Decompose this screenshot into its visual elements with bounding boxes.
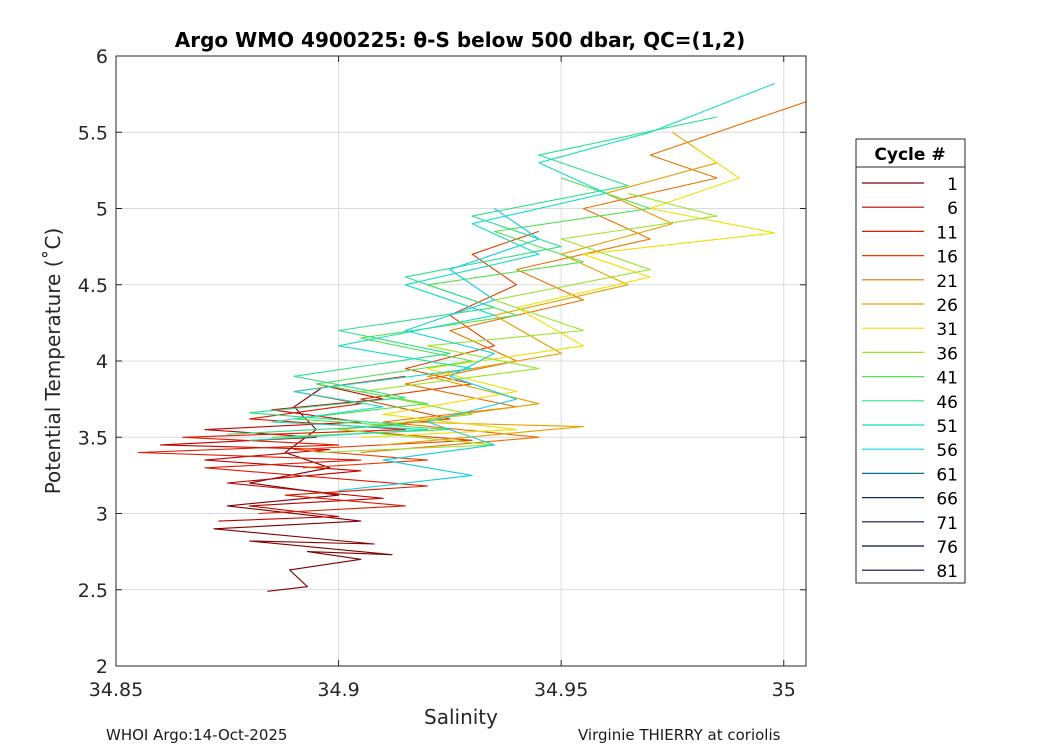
series-line-cycle-16 <box>293 230 540 469</box>
x-axis-label: Salinity <box>424 705 498 729</box>
legend-label-cycle-41: 41 <box>936 369 958 389</box>
x-tick-label: 34.85 <box>89 679 143 701</box>
x-tick-label: 34.9 <box>317 679 359 701</box>
legend-label-cycle-76: 76 <box>936 538 958 558</box>
legend-label-cycle-81: 81 <box>936 562 958 582</box>
legend-label-cycle-6: 6 <box>947 199 958 219</box>
legend-label-cycle-31: 31 <box>936 320 958 340</box>
legend-label-cycle-66: 66 <box>936 490 958 510</box>
legend-label-cycle-71: 71 <box>936 514 958 534</box>
legend-label-cycle-51: 51 <box>936 417 958 437</box>
y-axis-label: Potential Temperature (˚C) <box>41 228 65 495</box>
series-line-cycle-6 <box>159 383 384 522</box>
y-tick-label: 2 <box>96 656 108 678</box>
series-line-cycle-36 <box>316 192 718 454</box>
y-tick-label: 3 <box>96 504 108 526</box>
legend-title: Cycle # <box>874 145 945 165</box>
series-line-cycle-46 <box>227 116 718 435</box>
legend-label-cycle-21: 21 <box>936 272 958 292</box>
y-tick-label: 5 <box>96 199 108 221</box>
series-line-cycle-11 <box>137 375 429 515</box>
y-tick-label: 6 <box>96 46 108 68</box>
footer-credit-left: WHOI Argo:14-Oct-2025 <box>106 726 288 744</box>
legend-label-cycle-16: 16 <box>936 248 958 268</box>
legend-label-cycle-56: 56 <box>936 441 958 461</box>
legend-box <box>855 138 966 584</box>
y-tick-label: 4 <box>96 351 108 373</box>
y-tick-label: 2.5 <box>78 580 108 602</box>
tick-layer: 34.85 34.9 34.95 35 2 2.5 3 3.5 4 4.5 5 5.5 6 <box>78 46 806 701</box>
legend-label-cycle-61: 61 <box>936 465 958 485</box>
legend-label-cycle-1: 1 <box>947 175 958 195</box>
legend-label-cycle-26: 26 <box>936 296 958 316</box>
y-tick-label: 3.5 <box>78 427 108 449</box>
footer-credit-right: Virginie THIERRY at coriolis <box>578 726 781 744</box>
chart-title: Argo WMO 4900225: θ-S below 500 dbar, QC… <box>175 28 745 52</box>
x-tick-label: 35 <box>772 679 796 701</box>
legend-label-cycle-36: 36 <box>936 344 958 364</box>
legend-label-cycle-11: 11 <box>936 223 958 243</box>
y-tick-label: 5.5 <box>78 122 108 144</box>
legend-label-cycle-46: 46 <box>936 393 958 413</box>
series-layer <box>137 82 807 592</box>
series-line-cycle-51 <box>249 82 776 441</box>
y-tick-label: 4.5 <box>78 275 108 297</box>
x-tick-label: 34.95 <box>534 679 588 701</box>
series-line-cycle-56 <box>338 208 540 492</box>
